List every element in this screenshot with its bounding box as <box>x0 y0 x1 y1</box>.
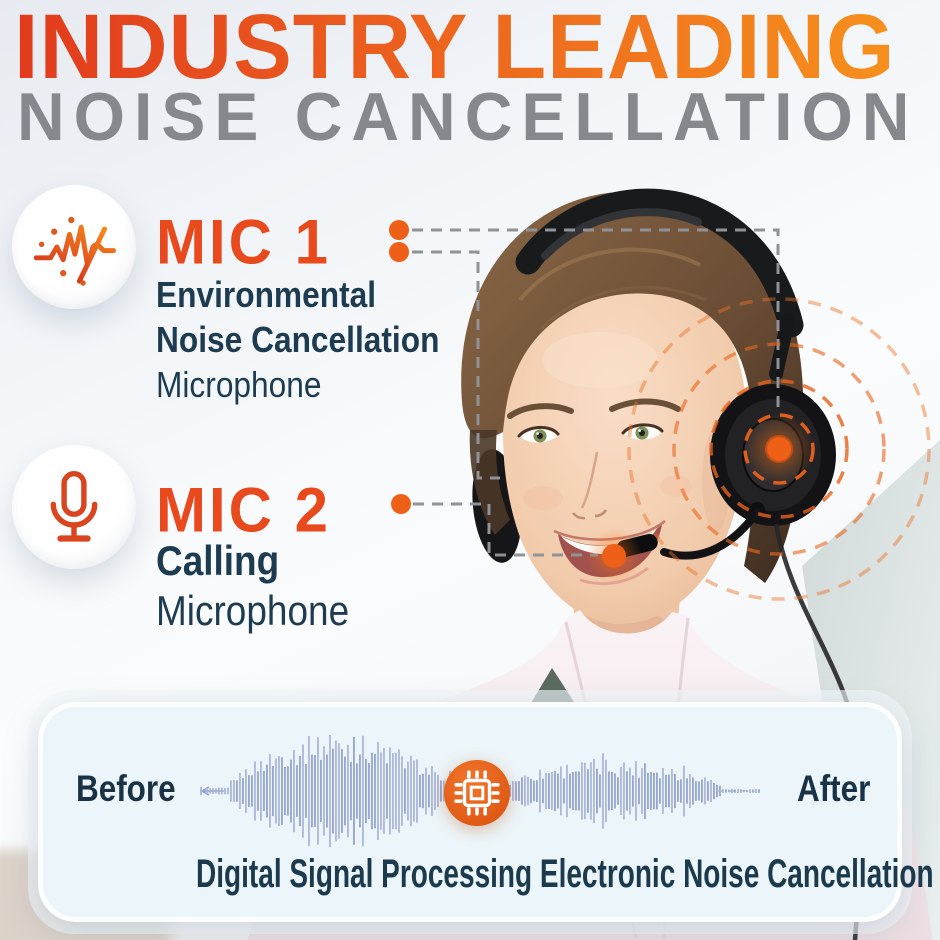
audio-waveform <box>200 733 760 849</box>
mic2-desc-line2: Microphone <box>156 587 350 634</box>
mic1-label: MIC 1 <box>156 207 332 278</box>
mic2-label: MIC 2 <box>156 475 332 546</box>
before-label: Before <box>76 768 176 809</box>
mic1-desc-line1: Environmental <box>156 274 377 315</box>
dsp-chip-icon <box>444 760 510 826</box>
dsp-caption-row: Digital Signal Processing Electronic Noi… <box>38 852 934 897</box>
mic1-description: Environmental Noise Cancellation Microph… <box>156 272 478 407</box>
mic1-icon-badge <box>12 185 136 309</box>
after-label: After <box>797 768 871 809</box>
headline-line1: INDUSTRY LEADING <box>14 0 895 100</box>
mic2-description: Calling Microphone <box>156 536 375 636</box>
dsp-caption: Digital Signal Processing Electronic Noi… <box>196 852 934 896</box>
dsp-chip-badge <box>441 757 513 829</box>
mic2-desc-line1: Calling <box>156 537 280 584</box>
mic1-desc-line2: Noise Cancellation <box>156 319 440 360</box>
callout-dot <box>389 220 793 568</box>
callout-line <box>412 228 780 557</box>
noise-wave-icon <box>33 216 117 286</box>
mic1-desc-line3: Microphone <box>156 364 322 405</box>
headline-line2: NOISE CANCELLATION <box>17 79 919 155</box>
microphone-icon <box>50 471 98 542</box>
mic2-icon-badge <box>12 445 136 569</box>
